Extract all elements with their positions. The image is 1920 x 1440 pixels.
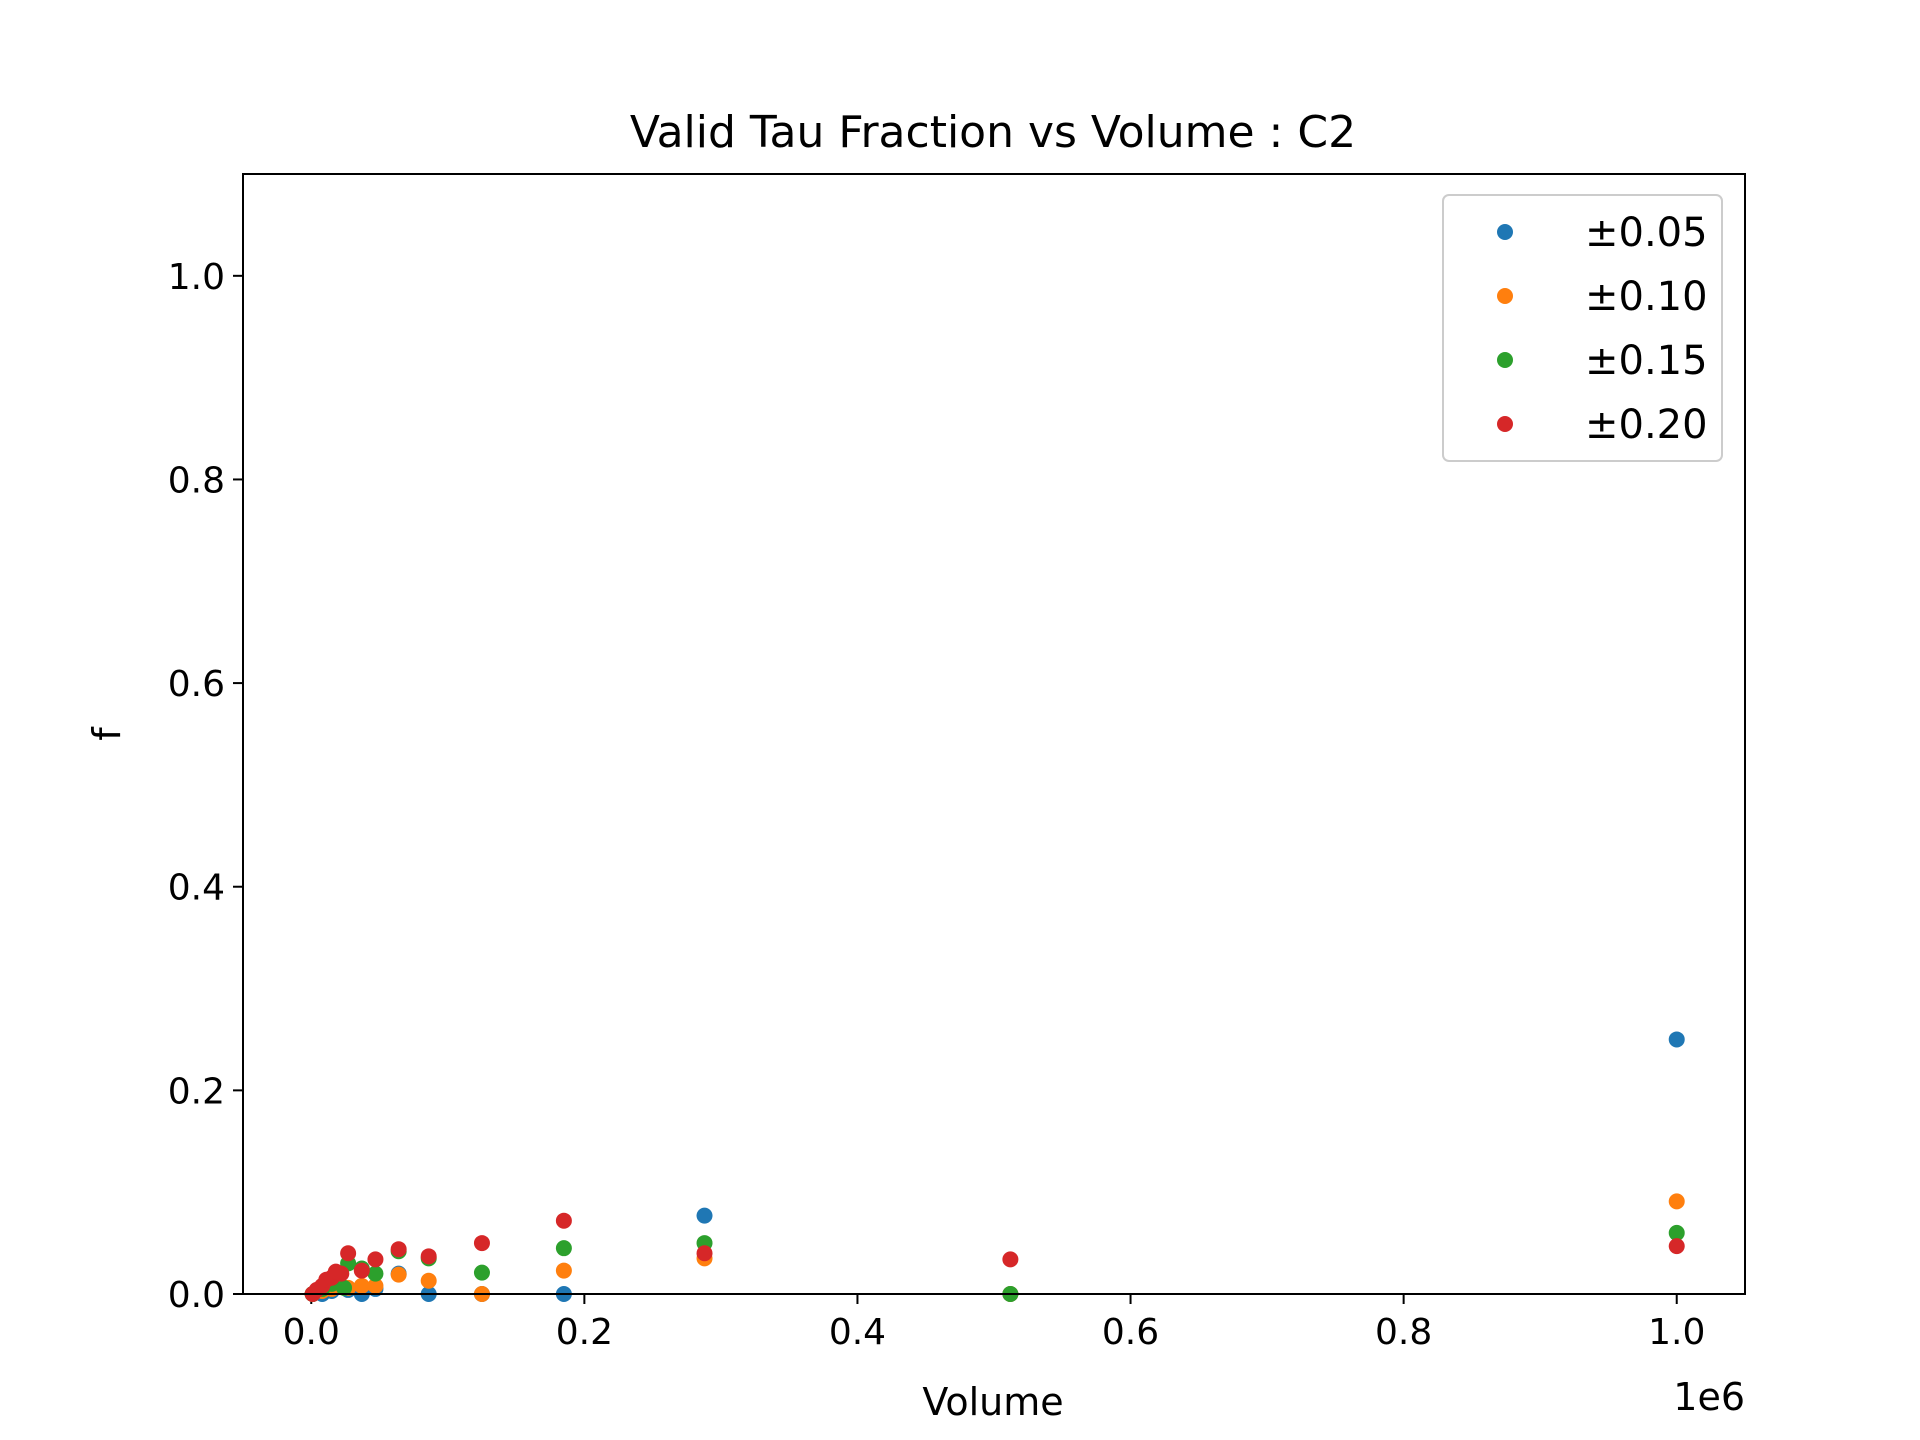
legend-box bbox=[1442, 194, 1723, 462]
y-tick-label: 0.6 bbox=[168, 664, 225, 705]
y-axis: 0.0 0.2 0.4 0.6 0.8 1.0 bbox=[168, 257, 243, 1316]
x-tick-label: 0.6 bbox=[1102, 1312, 1159, 1353]
data-point bbox=[555, 1212, 572, 1229]
legend-label: ±0.05 bbox=[1585, 210, 1708, 256]
x-tick-label: 0.8 bbox=[1375, 1312, 1432, 1353]
x-tick-label: 0.0 bbox=[283, 1312, 340, 1353]
data-point bbox=[336, 1279, 353, 1296]
data-point bbox=[555, 1240, 572, 1257]
data-point bbox=[1668, 1193, 1685, 1210]
data-point bbox=[1668, 1224, 1685, 1241]
data-point bbox=[1002, 1251, 1019, 1268]
data-point bbox=[353, 1262, 370, 1279]
data-point bbox=[390, 1266, 407, 1283]
x-tick-label: 1.0 bbox=[1648, 1312, 1705, 1353]
data-point bbox=[340, 1245, 357, 1262]
x-axis-offset-text: 1e6 bbox=[1673, 1375, 1745, 1419]
y-axis-label: f bbox=[85, 726, 129, 741]
legend-marker bbox=[1497, 288, 1513, 304]
x-tick-label: 0.2 bbox=[556, 1312, 613, 1353]
data-point bbox=[390, 1241, 407, 1258]
x-tick-label: 0.4 bbox=[829, 1312, 886, 1353]
legend-marker bbox=[1497, 416, 1513, 432]
y-tick-label: 0.8 bbox=[168, 460, 225, 501]
series-group bbox=[304, 1212, 1685, 1302]
data-point bbox=[420, 1248, 437, 1265]
data-points bbox=[304, 1031, 1685, 1302]
data-point bbox=[420, 1272, 437, 1289]
legend-label: ±0.10 bbox=[1585, 274, 1708, 320]
data-point bbox=[367, 1277, 384, 1294]
legend-marker bbox=[1497, 352, 1513, 368]
legend-marker bbox=[1497, 224, 1513, 240]
data-point bbox=[555, 1262, 572, 1279]
x-axis-label: Volume bbox=[922, 1380, 1063, 1424]
chart-title: Valid Tau Fraction vs Volume : C2 bbox=[630, 107, 1356, 158]
x-axis: 0.0 0.2 0.4 0.6 0.8 1.0 bbox=[283, 1294, 1705, 1353]
data-point bbox=[367, 1265, 384, 1282]
data-point bbox=[473, 1235, 490, 1252]
data-point bbox=[696, 1207, 713, 1224]
legend: ±0.05 ±0.10 ±0.15 ±0.20 bbox=[1442, 194, 1723, 462]
plot-frame bbox=[242, 173, 1746, 1295]
legend-label: ±0.20 bbox=[1585, 402, 1708, 448]
data-point bbox=[353, 1277, 370, 1294]
data-point bbox=[367, 1251, 384, 1268]
legend-label: ±0.15 bbox=[1585, 338, 1708, 384]
y-tick-label: 0.0 bbox=[168, 1275, 225, 1316]
data-point bbox=[1668, 1238, 1685, 1255]
data-point bbox=[333, 1265, 350, 1282]
data-point bbox=[696, 1245, 713, 1262]
data-point bbox=[1668, 1031, 1685, 1048]
y-tick-label: 0.4 bbox=[168, 868, 225, 909]
y-tick-label: 1.0 bbox=[168, 257, 225, 298]
y-tick-label: 0.2 bbox=[168, 1071, 225, 1112]
data-point bbox=[473, 1264, 490, 1281]
